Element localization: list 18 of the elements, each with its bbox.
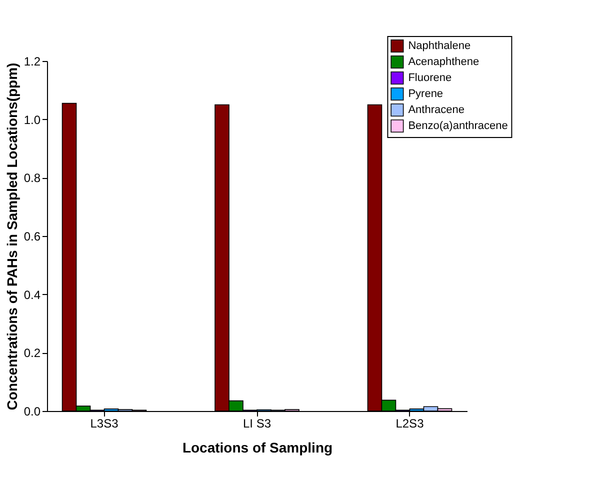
y-tick-label: 0.4 — [24, 288, 41, 302]
legend-label: Acenaphthene — [408, 56, 480, 68]
x-tick-label: LI S3 — [242, 416, 272, 430]
x-tick-label: L3S3 — [90, 416, 119, 430]
legend-label: Fluorene — [408, 72, 452, 84]
y-axis-title: Concentrations of PAHs in Sampled Locations(ppm) — [4, 62, 20, 410]
y-tick-label: 1.2 — [24, 54, 41, 68]
legend-label: Benzo(a)anthracene — [408, 120, 508, 132]
legend-label: Anthracene — [408, 104, 464, 116]
legend-label: Pyrene — [408, 88, 444, 100]
y-tick-label: 0.8 — [24, 171, 41, 186]
y-tick-label: 0.2 — [24, 346, 41, 360]
y-tick-label: 1.0 — [24, 112, 41, 127]
x-axis-title: Locations of Sampling — [182, 440, 333, 456]
x-tick-label: L2S3 — [396, 416, 424, 430]
y-tick-label: 0.0 — [24, 404, 41, 418]
legend-label: Naphthalene — [408, 40, 471, 52]
y-tick-label: 0.6 — [24, 230, 41, 244]
